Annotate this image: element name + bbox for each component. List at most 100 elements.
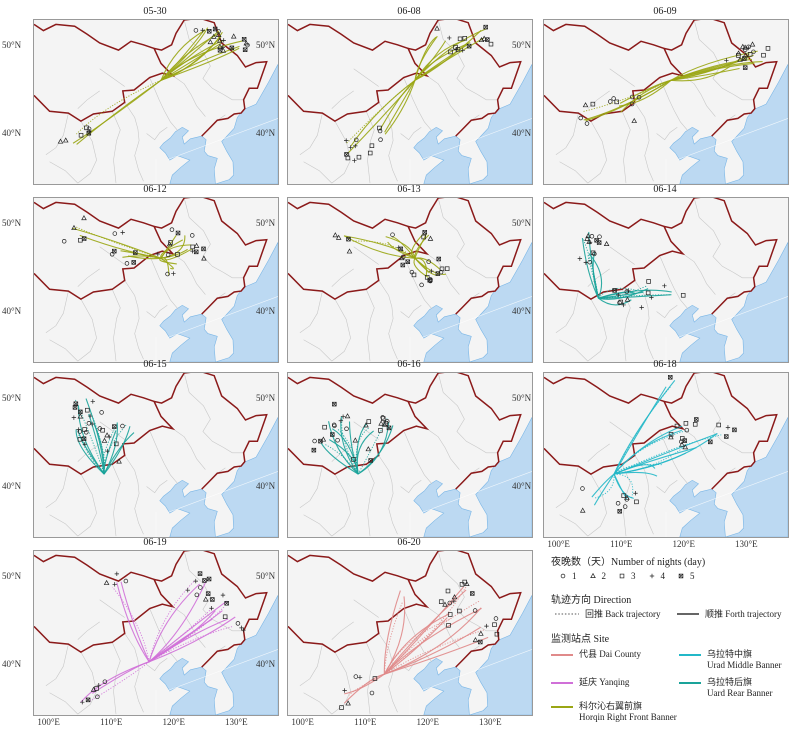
triangle-marker [739,43,746,49]
national-border [544,201,665,229]
back-trajectory [587,255,599,299]
plus-marker [353,143,358,149]
circle-marker [335,437,340,443]
legend-site-text: 科尔沁右翼前旗 Horqin Right Front Banner [579,701,677,723]
square-marker [692,422,698,427]
legend-direction-title: 轨迹方向 Direction [551,595,632,606]
province-boundary [111,289,121,362]
national-border [34,20,268,137]
province-boundary [426,428,460,470]
back-trajectory [78,434,105,475]
province-boundary [559,339,589,362]
legend-site-item: 乌拉特中旗 Urad Middle Banner [679,649,781,671]
triangle-marker [481,35,487,41]
province-boundary [353,246,379,265]
circle-marker [592,251,597,257]
panel-date-title: 06-12 [143,184,167,195]
province-boundary [634,280,654,360]
forth-trajectory [384,80,416,133]
latitude-label: 50°N [256,570,276,581]
province-boundary [682,428,716,470]
night-markers [577,232,686,310]
province-boundary [365,289,375,362]
night-markers [71,399,125,464]
province-boundary [559,514,589,537]
trajectory-map [33,550,279,716]
map-svg [288,198,532,362]
panel-date-title: 06-18 [653,359,677,370]
legend-night-item: 5 [675,571,695,581]
plus-marker [616,292,621,298]
province-boundary [172,428,206,470]
trajectory-map [543,19,789,185]
panel-date-title: 06-16 [397,359,421,370]
triangle-marker [378,420,384,426]
legend-site-text: 延庆 Yanqing [579,677,629,688]
circle-marker [624,289,630,294]
circle-marker [384,419,390,424]
square-marker [445,588,451,594]
province-boundary [124,102,144,182]
circle-marker [190,233,195,238]
circle-marker [615,500,621,506]
forth-trajectory [619,79,672,107]
trajectory-group [74,398,135,475]
province-boundary [693,20,754,101]
province-boundary [656,127,678,141]
forth-trajectory [148,600,228,663]
national-border [288,554,409,582]
province-boundary [172,253,206,295]
triangle-marker [464,580,470,586]
triangle-marker [442,601,448,607]
square-marker [459,582,465,587]
square-marker [488,41,494,47]
forth-trajectory [598,291,637,299]
square-marker [634,499,639,505]
circle-marker [636,94,642,100]
plus-marker [649,573,654,579]
trajectory-group [582,50,763,122]
national-border [288,376,409,404]
province-boundary [609,68,635,87]
night-markers [578,41,771,126]
boxed-x-marker [206,576,212,582]
circle-marker [629,94,635,100]
triangle-marker [207,38,214,45]
plus-marker [460,48,465,53]
province-boundary [437,198,498,279]
map-panel: 06-08 [287,6,533,185]
boxed-x-marker [224,601,229,606]
square-marker [439,266,445,272]
square-marker [446,623,451,628]
forth-trajectory [591,473,615,498]
sea-area [413,64,532,184]
circle-marker-icon [560,573,566,579]
circle-marker [622,504,628,509]
province-boundary [331,621,354,640]
trajectory-map [543,197,789,363]
legend-night-item: 2 [587,571,606,581]
boxed-x-marker [112,248,117,254]
boxed-x-marker [386,425,392,431]
map-panel: 06-14 [543,184,789,363]
circle-marker [124,261,130,266]
province-boundary [77,298,97,362]
forth-trajectory [72,79,162,144]
national-border [34,23,155,51]
boxed-x-marker-icon [678,573,684,579]
plus-marker [155,251,161,257]
latitude-label: 40°N [2,306,22,317]
circle-marker [61,238,67,244]
plus-marker [209,606,214,611]
triangle-marker [345,700,351,706]
boxed-x-marker [682,438,687,443]
province-boundary [693,198,754,279]
forth-trajectory [148,618,229,663]
back-trajectory [613,463,663,475]
plus-marker [725,425,731,430]
sea-area [669,417,788,537]
square-marker [457,608,462,614]
circle-marker [380,415,385,420]
province-boundary [587,473,607,537]
legend-night-label: 5 [690,571,695,581]
